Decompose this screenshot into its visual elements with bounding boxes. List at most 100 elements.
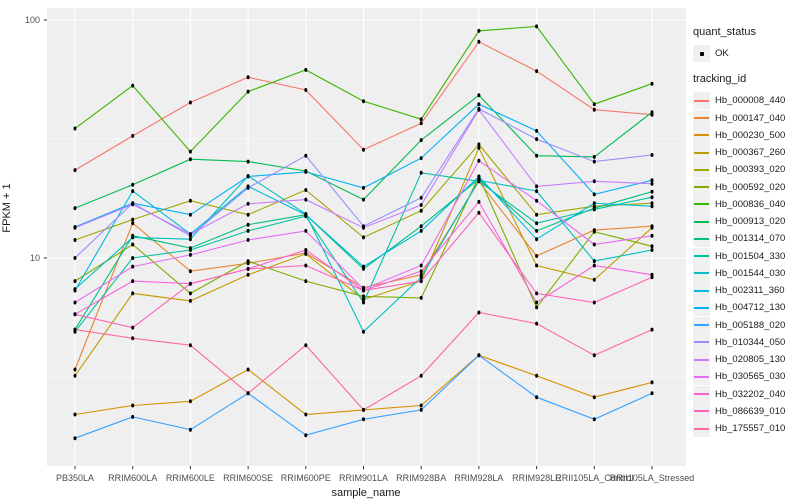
legend-key-box: [693, 109, 710, 127]
legend-item-Hb_000367_260: Hb_000367_260: [693, 144, 799, 161]
data-point-Hb_000367_260: [362, 297, 365, 302]
data-point-Hb_001504_330: [362, 300, 365, 305]
data-point-Hb_004712_130: [535, 128, 539, 133]
legend-key-box: [693, 333, 710, 351]
y-tick-label: 10: [29, 253, 40, 263]
data-point-Hb_001544_030: [188, 237, 192, 242]
legend-line-swatch: [694, 306, 709, 309]
data-point-Hb_020805_130: [362, 225, 365, 230]
legend-line-swatch: [694, 324, 709, 327]
legend-line-swatch: [694, 375, 709, 378]
data-point-Hb_000008_440: [246, 75, 250, 80]
data-point-Hb_000913_020: [73, 206, 77, 211]
data-point-Hb_001504_330: [131, 256, 135, 260]
data-point-Hb_000008_440: [362, 147, 365, 152]
data-point-Hb_000230_500: [304, 412, 308, 417]
data-point-Hb_005188_020: [73, 436, 77, 441]
legend-line-swatch: [694, 134, 709, 137]
data-point-Hb_000836_040: [592, 102, 596, 107]
legend-item-label: Hb_175557_010: [715, 423, 786, 434]
data-point-Hb_086639_010: [131, 325, 135, 330]
legend-item-Hb_010344_050: Hb_010344_050: [693, 333, 799, 351]
data-point-Hb_000230_500: [592, 395, 596, 400]
legend-item-Hb_000230_500: Hb_000230_500: [693, 126, 799, 144]
legend-key-box: [693, 282, 710, 299]
legend-line-swatch: [694, 117, 709, 120]
legend-item-Hb_000393_020: Hb_000393_020: [693, 161, 799, 179]
legend-item-label: Hb_000836_040: [715, 198, 786, 210]
data-point-Hb_001314_070: [535, 228, 539, 233]
data-point-Hb_086639_010: [304, 263, 308, 268]
data-point-Hb_175557_010: [477, 310, 481, 315]
data-point-Hb_002311_360: [477, 174, 481, 179]
legend-line-swatch: [694, 186, 709, 189]
legend-line-swatch: [694, 272, 709, 275]
data-point-Hb_001544_030: [131, 235, 135, 240]
data-point-Hb_086639_010: [419, 279, 423, 284]
data-point-Hb_032202_040: [131, 279, 135, 284]
data-point-Hb_000367_260: [535, 263, 539, 268]
legend-key-box: [693, 126, 710, 144]
legend-line-swatch: [694, 410, 709, 413]
data-point-Hb_000230_500: [188, 399, 192, 404]
data-point-Hb_000836_040: [419, 117, 423, 122]
legend-line-swatch: [694, 151, 709, 154]
legend-item-Hb_004712_130: Hb_004712_130: [693, 299, 799, 317]
data-point-Hb_030565_030: [304, 228, 308, 233]
data-point-Hb_005188_020: [304, 433, 308, 438]
data-point-Hb_020805_130: [650, 181, 654, 186]
legend-key-box: [693, 161, 710, 179]
legend-key-box: [693, 385, 710, 403]
data-point-Hb_000230_500: [650, 380, 654, 385]
data-point-Hb_005188_020: [188, 427, 192, 432]
x-tick-label-RRIM901LA: RRIM901LA: [338, 473, 389, 483]
data-point-Hb_010344_050: [246, 185, 250, 190]
data-point-Hb_032202_040: [304, 248, 308, 252]
data-point-Hb_000393_020: [477, 142, 481, 147]
data-point-Hb_020805_130: [535, 184, 539, 189]
legend-key-box: [693, 264, 710, 282]
data-point-Hb_000008_440: [188, 100, 192, 105]
data-point-Hb_000230_500: [73, 412, 77, 417]
data-point-Hb_000147_040: [131, 221, 135, 226]
legend-key-box: [693, 351, 710, 368]
legend-line-swatch: [694, 427, 709, 430]
data-point-Hb_030565_030: [419, 263, 423, 268]
data-point-Hb_086639_010: [535, 291, 539, 296]
data-point-Hb_000393_020: [188, 198, 192, 203]
data-point-Hb_000393_020: [419, 208, 423, 213]
legend-key-box: [693, 368, 710, 386]
data-point-Hb_030565_030: [73, 300, 77, 305]
data-point-Hb_010344_050: [592, 159, 596, 164]
legend-gap: [693, 62, 799, 73]
data-point-Hb_175557_010: [419, 373, 423, 378]
x-tick-label-RRIM928BA: RRIM928BA: [396, 473, 447, 483]
data-point-Hb_001544_030: [477, 178, 481, 183]
x-tick-label-PB350LA: PB350LA: [55, 473, 95, 483]
data-point-Hb_000147_040: [73, 367, 77, 372]
data-point-Hb_000913_020: [592, 154, 596, 159]
data-point-Hb_175557_010: [131, 336, 135, 341]
data-point-Hb_175557_010: [246, 391, 250, 396]
data-point-Hb_001544_030: [362, 329, 365, 334]
data-point-Hb_001504_330: [535, 221, 539, 226]
data-point-Hb_000367_260: [650, 225, 654, 230]
data-point-Hb_000230_500: [535, 373, 539, 378]
data-point-Hb_001544_030: [535, 189, 539, 194]
data-point-Hb_020805_130: [419, 203, 423, 207]
legend-item-Hb_001314_070: Hb_001314_070: [693, 230, 799, 248]
data-point-Hb_001504_330: [650, 195, 654, 200]
data-point-Hb_020805_130: [73, 225, 77, 230]
legend-item-label: Hb_002311_360: [715, 285, 785, 296]
data-point-Hb_086639_010: [188, 281, 192, 286]
legend-line-swatch: [694, 203, 709, 206]
data-point-Hb_032202_040: [535, 300, 539, 305]
data-point-Hb_010344_050: [73, 256, 77, 260]
data-point-Hb_000913_020: [650, 110, 654, 115]
legend-item-Hb_032202_040: Hb_032202_040: [693, 385, 799, 403]
data-point-Hb_000592_020: [73, 279, 77, 284]
legend-item-label: Hb_030565_030: [715, 371, 786, 383]
legend-line-swatch: [694, 168, 709, 171]
x-tick-label-RRII105LA_Stressed: RRII105LA_Stressed: [609, 473, 695, 483]
y-tick-label: 100: [24, 15, 40, 25]
